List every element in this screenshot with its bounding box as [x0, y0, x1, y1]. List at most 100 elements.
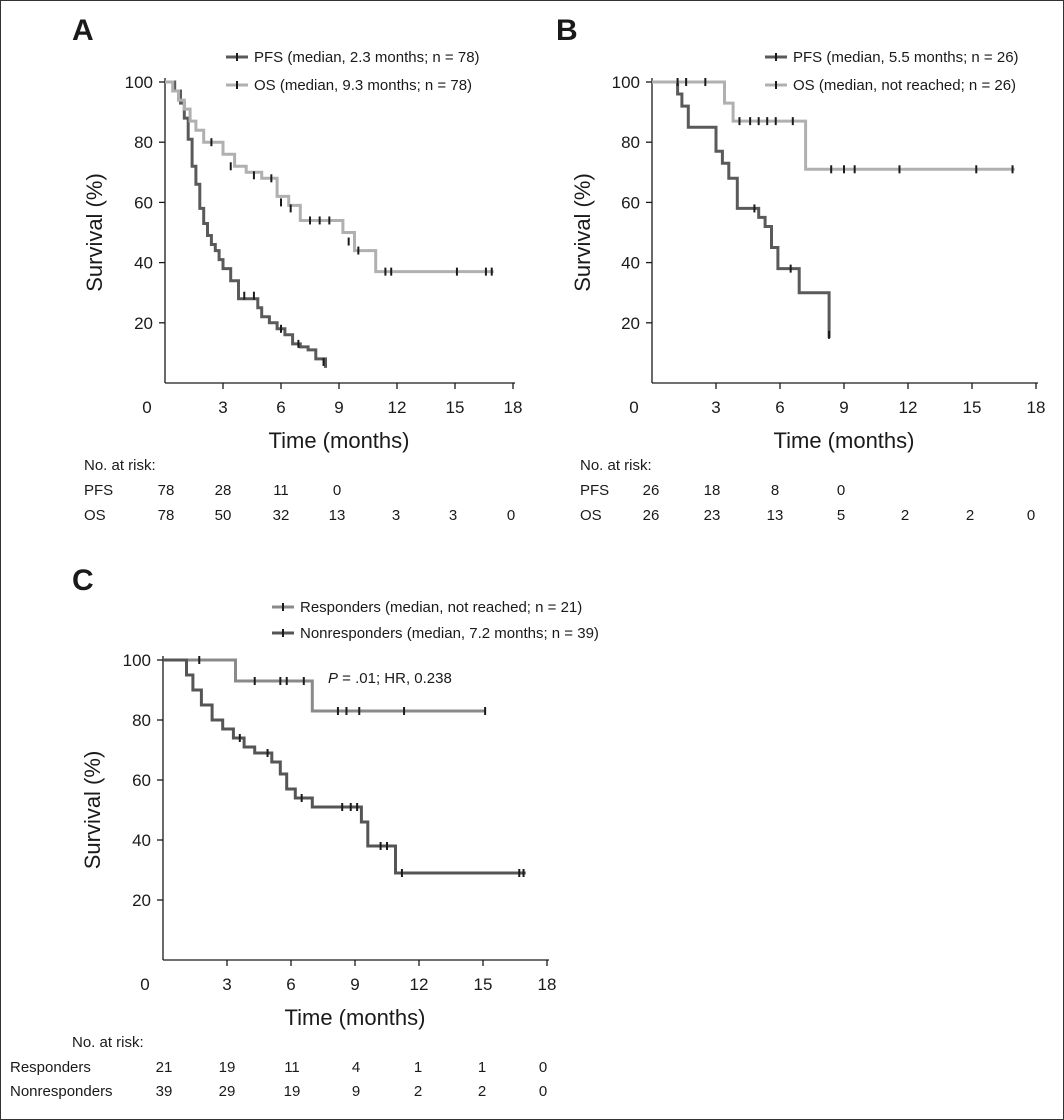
x-tick-label: 9: [350, 975, 359, 994]
risk-row-label: Nonresponders: [10, 1083, 113, 1100]
risk-value: 19: [284, 1083, 301, 1100]
panel-letter: B: [556, 14, 578, 47]
risk-value: 2: [414, 1083, 422, 1100]
x-axis-title: Time (months): [774, 428, 915, 453]
y-tick-label: 100: [123, 651, 151, 670]
risk-table-header: No. at risk:: [72, 1034, 144, 1051]
risk-row-label: Responders: [10, 1059, 91, 1076]
x-tick-label: 9: [839, 398, 848, 417]
risk-value: 3: [449, 507, 457, 524]
panel-letter: C: [72, 564, 94, 597]
panel-a: A 0 3 6 9 12 15 18 20 40 60 80 100 Time (months) Survi…: [72, 14, 522, 524]
y-tick-label: 20: [621, 314, 640, 333]
risk-value: 11: [273, 482, 289, 499]
risk-value: 32: [273, 507, 290, 524]
y-tick-label: 20: [134, 314, 153, 333]
x-tick-label: 3: [711, 398, 720, 417]
series-line-1: [165, 80, 494, 274]
x-tick-label: 6: [286, 975, 295, 994]
risk-value: 0: [539, 1059, 547, 1076]
risk-value: 2: [966, 507, 974, 524]
risk-table-header: No. at risk:: [580, 457, 652, 474]
risk-value: 2: [478, 1083, 486, 1100]
series-line-0: [165, 80, 327, 368]
risk-value: 1: [478, 1059, 486, 1076]
risk-value: 9: [352, 1083, 360, 1100]
x-tick-label: 6: [276, 398, 285, 417]
x-tick-label: 12: [899, 398, 918, 417]
x-tick-label: 6: [775, 398, 784, 417]
p-value-annotation: P = .01; HR, 0.238: [328, 670, 452, 687]
x-tick-label: 15: [474, 975, 493, 994]
risk-row-label: PFS: [580, 482, 609, 499]
x-tick-label: 15: [446, 398, 465, 417]
y-tick-label: 80: [621, 133, 640, 152]
x-tick-label: 0: [629, 398, 638, 417]
x-tick-label: 18: [538, 975, 557, 994]
risk-value: 39: [156, 1083, 173, 1100]
risk-value: 26: [643, 482, 660, 499]
y-axis-title: Survival (%): [570, 173, 595, 292]
risk-value: 23: [704, 507, 721, 524]
risk-value: 78: [158, 507, 175, 524]
axes: [157, 656, 549, 966]
series-line-0: [163, 658, 486, 713]
risk-value: 13: [767, 507, 784, 524]
risk-value: 1: [414, 1059, 422, 1076]
risk-value: 26: [643, 507, 660, 524]
legend-label: PFS (median, 2.3 months; n = 78): [254, 49, 480, 66]
risk-value: 19: [219, 1059, 236, 1076]
x-tick-label: 0: [142, 398, 151, 417]
risk-value: 4: [352, 1059, 360, 1076]
series-line-1: [652, 80, 1015, 171]
legend-label: Responders (median, not reached; n = 21): [300, 599, 582, 616]
y-tick-label: 100: [612, 73, 640, 92]
y-tick-label: 80: [134, 133, 153, 152]
risk-table-header: No. at risk:: [84, 457, 156, 474]
risk-value: 8: [771, 482, 779, 499]
y-tick-label: 40: [134, 254, 153, 273]
x-tick-label: 0: [140, 975, 149, 994]
x-tick-label: 12: [410, 975, 429, 994]
series-line-1: [163, 658, 526, 875]
risk-value: 11: [284, 1059, 300, 1076]
risk-value: 28: [215, 482, 232, 499]
legend-label: OS (median, 9.3 months; n = 78): [254, 77, 472, 94]
risk-value: 50: [215, 507, 232, 524]
y-tick-label: 40: [132, 831, 151, 850]
risk-row-label: OS: [580, 507, 602, 524]
panel-letter: A: [72, 14, 94, 47]
y-axis-title: Survival (%): [82, 173, 107, 292]
risk-row-label: PFS: [84, 482, 113, 499]
x-tick-label: 12: [388, 398, 407, 417]
risk-value: 21: [156, 1059, 173, 1076]
x-tick-label: 18: [1027, 398, 1046, 417]
risk-value: 3: [392, 507, 400, 524]
x-axis-title: Time (months): [285, 1005, 426, 1030]
series-line-0: [652, 80, 831, 338]
axes: [159, 78, 515, 389]
x-tick-label: 3: [218, 398, 227, 417]
y-axis-title: Survival (%): [80, 751, 105, 870]
y-tick-label: 20: [132, 891, 151, 910]
legend-label: Nonresponders (median, 7.2 months; n = 3…: [300, 625, 599, 642]
x-tick-label: 18: [504, 398, 523, 417]
x-axis-title: Time (months): [269, 428, 410, 453]
legend-label: PFS (median, 5.5 months; n = 26): [793, 49, 1019, 66]
risk-value: 18: [704, 482, 721, 499]
risk-value: 0: [1027, 507, 1035, 524]
y-tick-label: 100: [125, 73, 153, 92]
legend-label: OS (median, not reached; n = 26): [793, 77, 1016, 94]
y-tick-label: 60: [621, 193, 640, 212]
y-tick-label: 60: [134, 193, 153, 212]
risk-row-label: OS: [84, 507, 106, 524]
risk-value: 13: [329, 507, 346, 524]
x-tick-label: 3: [222, 975, 231, 994]
p-value-text: = .01; HR, 0.238: [338, 670, 452, 687]
risk-value: 78: [158, 482, 175, 499]
y-tick-label: 80: [132, 711, 151, 730]
y-tick-label: 40: [621, 254, 640, 273]
risk-value: 5: [837, 507, 845, 524]
